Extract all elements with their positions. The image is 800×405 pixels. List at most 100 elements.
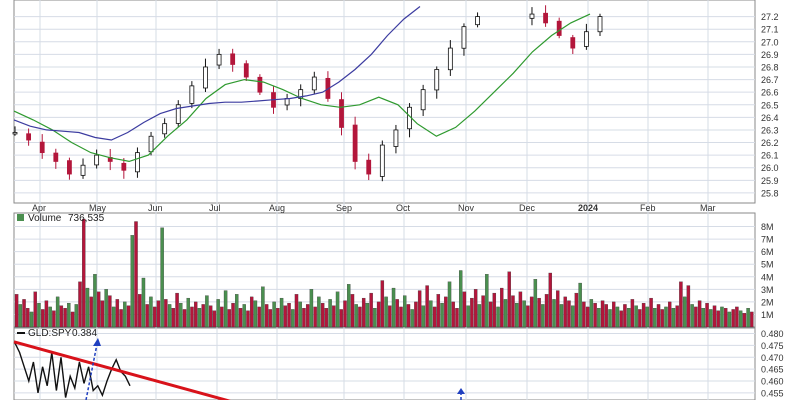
price-tick-label: 26.0 (761, 163, 779, 173)
ratio-panel (13, 338, 465, 403)
volume-bar (291, 309, 295, 328)
volume-bar (653, 308, 657, 328)
x-tick-label: Dec (519, 203, 536, 213)
volume-bar (343, 300, 347, 328)
volume-bar (14, 294, 19, 328)
volume-bar (604, 304, 608, 328)
slow-moving-average-line (13, 6, 421, 141)
volume-bar (249, 296, 254, 328)
candle-body (475, 16, 480, 26)
x-tick-label: Jul (209, 203, 221, 213)
volume-bar (694, 306, 698, 328)
volume-bar (70, 311, 75, 328)
volume-bar (395, 299, 399, 328)
ratio-legend-label: GLD:SPY (28, 328, 72, 339)
volume-bar (623, 304, 627, 328)
ratio-legend-value: 0.384 (72, 328, 97, 339)
volume-bar (641, 302, 646, 328)
volume-bar (339, 309, 343, 328)
x-tick-label: Nov (458, 203, 475, 213)
ratio-tick-label: 0.455 (761, 388, 784, 398)
volume-bar (582, 301, 586, 328)
volume-bar (347, 284, 351, 328)
volume-bar (40, 309, 45, 328)
volume-bar (477, 304, 482, 328)
price-tick-label: 26.3 (761, 125, 779, 135)
volume-bar (548, 272, 553, 328)
volume-bar (358, 306, 362, 328)
volume-bar (403, 295, 407, 328)
volume-bar (179, 302, 183, 328)
volume-bar (615, 306, 620, 328)
volume-bar (33, 291, 37, 328)
x-tick-label: 2024 (578, 203, 598, 213)
volume-bar (126, 305, 131, 328)
volume-bar (447, 281, 452, 328)
volume-bar (466, 305, 470, 328)
volume-bar (227, 309, 232, 328)
volume-bar (541, 304, 545, 328)
volume-bar (369, 292, 373, 328)
volume-legend-value: 736,535 (68, 213, 105, 224)
volume-bar (130, 235, 134, 328)
price-tick-label: 27.1 (761, 25, 779, 35)
volume-tick-label: 8M (761, 222, 774, 232)
volume-bar (660, 309, 664, 328)
volume-bar (111, 306, 116, 328)
volume-bar (82, 218, 86, 328)
volume-bar (63, 308, 67, 328)
ratio-trendline (13, 340, 231, 403)
volume-bar (682, 296, 687, 328)
volume-bar (600, 300, 605, 328)
volume-bar (67, 302, 71, 328)
volume-bar (671, 308, 676, 328)
candle-body (94, 154, 100, 166)
volume-bar (123, 301, 127, 328)
price-tick-label: 26.2 (761, 138, 779, 148)
candle-body (243, 63, 249, 78)
volume-bar (470, 297, 474, 328)
price-tick-label: 26.8 (761, 62, 779, 72)
volume-bar (287, 302, 291, 328)
volume-bar (167, 304, 172, 328)
volume-bar (89, 296, 93, 328)
candle-body (284, 98, 290, 106)
candle-body (311, 76, 317, 91)
candle-body (39, 141, 45, 154)
volume-bar (261, 286, 265, 328)
volume-bar (22, 299, 26, 328)
candle-body (583, 31, 589, 47)
volume-bar (324, 308, 329, 328)
candle-body (597, 16, 603, 33)
ratio-legend: GLD:SPY 0.384 (17, 328, 97, 339)
volume-bar (705, 302, 709, 328)
arrow-up-icon (93, 338, 101, 346)
volume-bar (626, 308, 631, 328)
candle-body (352, 124, 358, 162)
volume-bar (78, 281, 82, 328)
volume-bar (723, 308, 728, 328)
volume-panel (14, 218, 754, 328)
price-tick-label: 27.0 (761, 37, 779, 47)
volume-bar (634, 305, 638, 328)
volume-legend-label: Volume (28, 213, 62, 224)
panel-frame (13, 0, 756, 204)
volume-bar (18, 304, 23, 328)
candle-body (175, 104, 181, 124)
volume-bar (514, 302, 519, 328)
volume-legend: Volume 736,535 (17, 213, 105, 224)
volume-bar (709, 309, 713, 328)
volume-bar (332, 305, 336, 328)
volume-bar (391, 287, 396, 328)
volume-bar (492, 292, 497, 328)
candle-body (189, 85, 195, 104)
x-tick-label: Oct (396, 203, 411, 213)
volume-bar (96, 291, 101, 328)
volume-bar (585, 306, 590, 328)
volume-bar (283, 305, 288, 328)
volume-bar (220, 306, 224, 328)
volume-bar (208, 305, 213, 328)
volume-bar (701, 308, 706, 328)
volume-bar (149, 296, 153, 328)
